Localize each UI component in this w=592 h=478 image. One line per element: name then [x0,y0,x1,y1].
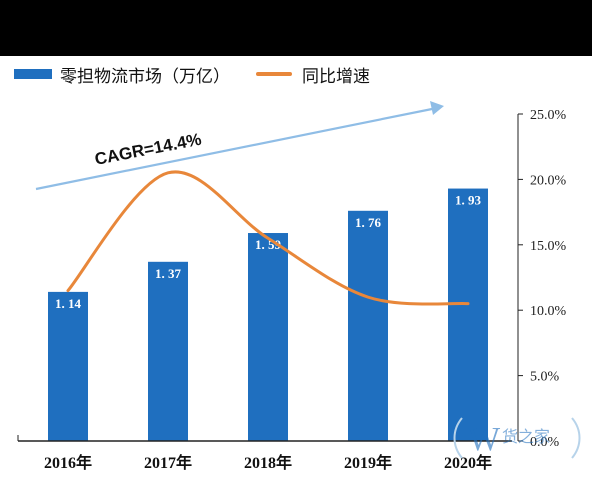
axes-layer [17,114,519,442]
right-axis-layer: 25.0% 20.0% 15.0% 10.0% 5.0% 0.0% [518,108,567,450]
x-tick-label-4: 2020年 [444,453,492,472]
legend-item-growth: 同比增速 [256,62,370,87]
x-tick-label-2: 2018年 [244,453,292,472]
right-axis-tick-label-3: 10.0% [530,304,567,319]
right-axis-tick-label-0: 25.0% [530,108,567,123]
watermark-laurel-left [453,417,463,459]
bar-value-label-1: 1. 37 [155,266,182,281]
bars-layer [48,188,488,441]
growth-rate-line [66,170,470,306]
x-tick-label-3: 2019年 [344,453,392,472]
legend-label-market: 零担物流市场（万亿） [60,66,230,87]
bar-1 [148,261,188,441]
cagr-arrow-layer: CAGR=14.4% [35,101,444,191]
right-axis-tick-label-5: 0.0% [530,435,560,450]
bar-4 [448,188,488,441]
legend-label-growth: 同比增速 [302,66,370,87]
bar-0 [48,291,88,441]
x-tick-label-1: 2017年 [144,453,192,472]
bar-value-label-0: 1. 14 [55,296,82,311]
growth-line-layer [66,170,470,306]
right-axis-tick-label-4: 5.0% [530,370,560,385]
bar-value-label-2: 1. 59 [255,237,282,252]
watermark-text: 货之家 [502,427,550,446]
bar-2 [248,233,288,441]
x-tick-label-0: 2016年 [44,453,92,472]
bar-value-label-4: 1. 93 [455,193,482,208]
legend-item-market: 零担物流市场（万亿） [14,62,230,87]
title-bar-background [0,0,592,56]
watermark-letter: W [468,421,501,458]
x-labels-layer: 2016年 2017年 2018年 2019年 2020年 [44,453,492,472]
cagr-label: CAGR=14.4% [93,130,203,169]
chart-legend: 零担物流市场（万亿） 同比增速 [14,60,396,88]
legend-bar-swatch [14,69,52,79]
watermark-laurel-right [571,417,581,459]
legend-line-swatch [256,72,292,76]
bar-3 [348,210,388,441]
right-axis-tick-label-2: 15.0% [530,239,567,254]
cagr-arrow-line [35,107,433,191]
bar-value-label-3: 1. 76 [355,215,382,230]
bar-labels-layer: 1. 14 1. 37 1. 59 1. 76 1. 93 [55,193,482,311]
cagr-arrow-head [430,101,444,115]
watermark-logo: W 货之家 [453,417,581,459]
right-axis-tick-label-1: 20.0% [530,173,567,188]
